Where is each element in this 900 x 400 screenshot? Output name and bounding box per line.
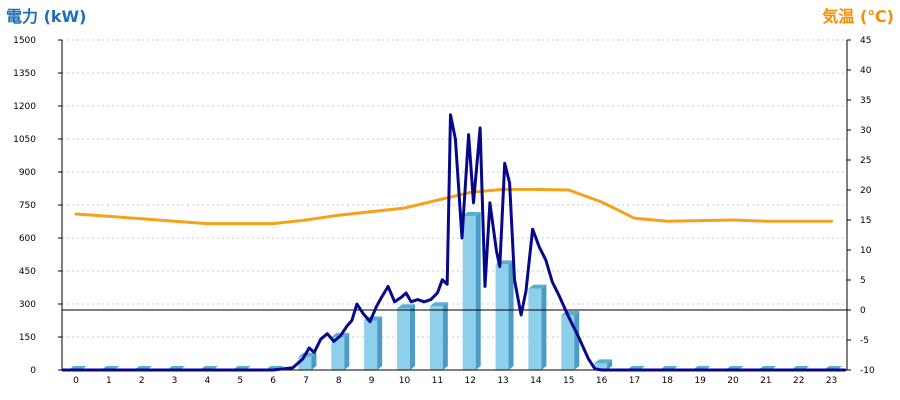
right-tick-label: 40	[860, 66, 872, 76]
x-tick-label: 3	[172, 376, 178, 386]
power-line	[61, 113, 847, 372]
bar-side	[607, 359, 613, 370]
x-tick-label: 17	[629, 376, 640, 386]
bar	[594, 359, 613, 370]
right-tick-label: -5	[860, 336, 869, 346]
bar-side	[541, 284, 547, 370]
x-tick-label: 18	[662, 376, 674, 386]
bar-front	[429, 306, 443, 370]
bar-front	[561, 315, 575, 370]
bar-top	[528, 284, 547, 289]
right-tick-label: 30	[860, 126, 872, 136]
bar-front	[594, 363, 608, 370]
bar-front	[331, 337, 345, 370]
bar-series	[68, 212, 843, 370]
bar-front	[364, 320, 378, 370]
bar-front	[298, 356, 312, 370]
bar-side	[475, 212, 481, 370]
x-tick-label: 0	[73, 376, 79, 386]
right-axis-title: 気温 (℃)	[822, 7, 894, 26]
bar-side	[344, 333, 350, 370]
x-tick-label: 20	[727, 376, 739, 386]
line-series	[61, 113, 847, 372]
x-tick-label: 8	[336, 376, 342, 386]
bar	[364, 316, 383, 370]
bar-side	[311, 352, 317, 370]
x-tick-label: 21	[760, 376, 771, 386]
x-tick-label: 23	[826, 376, 837, 386]
left-axis-title: 電力 (kW)	[6, 7, 87, 26]
bar-side	[574, 311, 580, 370]
right-tick-label: 5	[860, 276, 866, 286]
left-tick-label: 1200	[13, 102, 36, 112]
left-tick-label: 1500	[13, 36, 36, 46]
x-tick-label: 9	[369, 376, 375, 386]
right-tick-label: 45	[860, 36, 871, 46]
bar-front	[528, 288, 542, 370]
x-tick-label: 22	[793, 376, 804, 386]
bar-front	[462, 216, 476, 370]
x-tick-label: 14	[530, 376, 542, 386]
bar-side	[410, 304, 415, 370]
x-tick-label: 13	[497, 376, 508, 386]
left-tick-label: 450	[19, 267, 36, 277]
left-tick-label: 150	[19, 333, 36, 343]
bar-top	[429, 302, 448, 307]
bar-side	[508, 260, 514, 370]
bar-side	[377, 316, 383, 370]
bar-side	[442, 302, 448, 370]
x-tick-label: 1	[106, 376, 112, 386]
bar	[331, 333, 350, 370]
x-tick-label: 10	[399, 376, 411, 386]
left-tick-label: 1350	[13, 69, 36, 79]
temperature-line	[74, 187, 834, 226]
bar-top	[397, 304, 415, 309]
bar-front	[495, 264, 509, 370]
bar	[528, 284, 547, 370]
right-tick-label: 35	[860, 96, 871, 106]
x-tick-label: 15	[563, 376, 574, 386]
bar	[397, 304, 415, 370]
left-tick-label: 300	[19, 300, 36, 310]
bar-top	[594, 359, 613, 364]
right-tick-label: 10	[860, 246, 872, 256]
x-tick-label: 7	[303, 376, 309, 386]
x-tick-label: 2	[139, 376, 145, 386]
x-tick-label: 19	[694, 376, 706, 386]
bar	[462, 212, 481, 370]
left-tick-label: 600	[19, 234, 36, 244]
x-tick-label: 5	[237, 376, 243, 386]
right-tick-label: 25	[860, 156, 871, 166]
left-tick-label: 900	[19, 168, 36, 178]
x-tick-label: 11	[432, 376, 443, 386]
right-tick-label: 20	[860, 186, 872, 196]
bar-front	[397, 308, 410, 370]
right-tick-label: 15	[860, 216, 871, 226]
bar-top	[462, 212, 481, 216]
bar	[429, 302, 448, 370]
bar	[495, 260, 514, 370]
left-tick-label: 0	[30, 366, 36, 376]
right-tick-label: -10	[860, 366, 875, 376]
x-tick-label: 4	[205, 376, 211, 386]
left-tick-label: 750	[19, 201, 36, 211]
x-tick-label: 12	[464, 376, 475, 386]
tick-labels: 01503004506007509001050120013501500-10-5…	[13, 36, 875, 386]
right-tick-label: 0	[860, 306, 866, 316]
left-tick-label: 1050	[13, 135, 36, 145]
grid	[62, 39, 847, 338]
x-tick-label: 6	[270, 376, 276, 386]
x-tick-label: 16	[596, 376, 608, 386]
